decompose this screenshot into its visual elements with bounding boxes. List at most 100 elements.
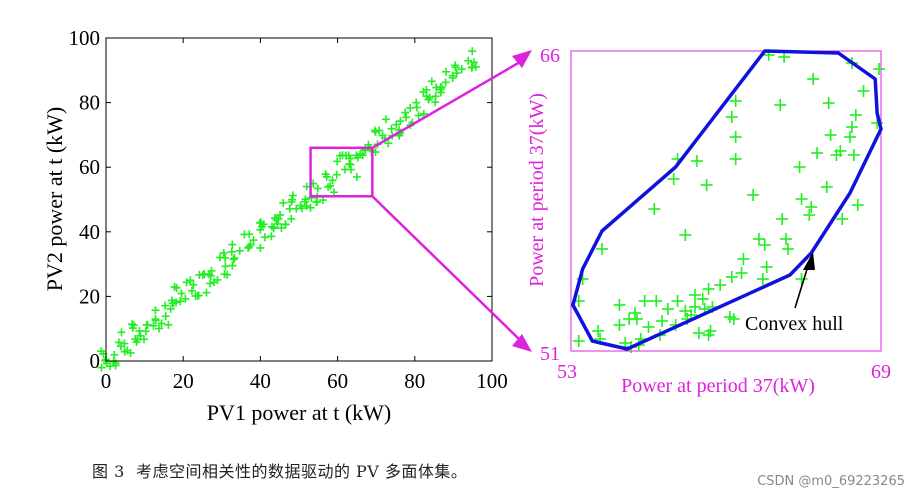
scatter-point — [725, 271, 738, 283]
scatter-point — [638, 295, 651, 307]
scatter-point — [132, 337, 141, 346]
scatter-point — [702, 283, 715, 295]
scatter-point — [281, 220, 290, 229]
left-scatter-points — [97, 47, 480, 372]
figure-caption: 图 3 考虑空间相关性的数据驱动的 PV 多面体集。 — [92, 462, 468, 481]
scatter-point — [845, 121, 858, 133]
scatter-point — [448, 71, 457, 80]
scatter-point — [690, 155, 703, 167]
scatter-point — [780, 233, 793, 245]
scatter-point — [795, 193, 808, 205]
scatter-point — [692, 327, 705, 339]
scatter-point — [177, 289, 186, 298]
scatter-point — [820, 181, 833, 193]
scatter-point — [333, 157, 342, 166]
scatter-point — [287, 214, 296, 223]
scatter-point — [302, 201, 311, 210]
scatter-point — [402, 113, 411, 122]
scatter-point — [245, 242, 254, 251]
scatter-point — [470, 58, 479, 67]
scatter-point — [431, 98, 440, 107]
x-tick-label: 80 — [404, 369, 425, 393]
scatter-point — [220, 270, 229, 279]
x-tick-label: 20 — [173, 369, 194, 393]
scatter-point — [774, 99, 787, 111]
scatter-point — [396, 117, 405, 126]
scatter-point — [117, 328, 126, 337]
scatter-point — [140, 335, 149, 344]
scatter-point — [830, 149, 843, 161]
scatter-point — [149, 321, 158, 330]
scatter-point — [378, 131, 387, 140]
scatter-point — [419, 87, 428, 96]
left-axis-ticks: 0 20 40 60 80 100 0 20 40 60 80 100 — [69, 26, 508, 393]
y-tick-label: 80 — [79, 91, 100, 115]
scatter-point — [276, 210, 285, 219]
scatter-point — [689, 301, 701, 313]
scatter-point — [273, 219, 282, 228]
scatter-point — [747, 189, 760, 201]
scatter-point — [451, 63, 460, 72]
scatter-point — [352, 172, 361, 181]
scatter-point — [457, 65, 466, 74]
scatter-point — [412, 103, 421, 112]
scatter-point — [671, 295, 684, 307]
scatter-point — [847, 149, 860, 161]
scatter-point — [221, 253, 230, 262]
x-tick-label: 0 — [101, 369, 112, 393]
scatter-point — [702, 329, 715, 341]
scatter-point — [142, 320, 151, 329]
scatter-point — [332, 170, 341, 179]
scatter-point — [414, 111, 423, 120]
scatter-point — [628, 307, 641, 319]
scatter-point — [700, 179, 713, 191]
scatter-point — [176, 297, 185, 306]
y-tick-label: 0 — [90, 349, 101, 373]
scatter-point — [836, 213, 849, 225]
scatter-point — [260, 233, 269, 242]
scatter-point — [202, 288, 211, 297]
scatter-point — [729, 153, 742, 165]
scatter-point — [213, 275, 222, 284]
right-plot: Convex hull 53 69 66 51 Power at period … — [526, 45, 891, 397]
scatter-point — [313, 197, 322, 206]
y-tick-label: 60 — [79, 155, 100, 179]
scatter-point — [425, 93, 434, 102]
x-tick-label: 100 — [476, 369, 508, 393]
scatter-point — [822, 97, 835, 109]
scatter-point — [269, 224, 278, 233]
scatter-point — [151, 316, 160, 325]
scatter-point — [187, 286, 196, 295]
scatter-point — [844, 131, 856, 143]
source-watermark: CSDN @m0_69223265 — [757, 474, 905, 489]
scatter-point — [427, 77, 436, 86]
scatter-point — [760, 261, 773, 273]
zoom-arrow-bottom — [512, 334, 532, 352]
scatter-point — [249, 236, 258, 245]
scatter-point — [267, 232, 276, 241]
scatter-point — [650, 295, 663, 307]
scatter-point — [387, 124, 396, 133]
scatter-point — [356, 149, 365, 158]
scatter-point — [679, 305, 692, 317]
scatter-point — [256, 243, 265, 252]
scatter-point — [656, 315, 669, 327]
scatter-point — [873, 63, 886, 75]
scatter-point — [824, 129, 837, 141]
scatter-point — [324, 183, 333, 192]
scatter-point — [129, 321, 138, 330]
scatter-point — [328, 176, 337, 185]
scatter-point — [193, 291, 202, 300]
scatter-point — [849, 109, 862, 121]
scatter-point — [756, 273, 769, 285]
zoom-connector-top — [371, 60, 521, 149]
scatter-point — [689, 289, 701, 301]
right-y-tick-max: 66 — [540, 45, 560, 67]
scatter-point — [696, 293, 709, 305]
scatter-point — [392, 120, 401, 129]
right-plot-frame — [570, 50, 882, 352]
scatter-point — [189, 280, 198, 289]
scatter-point — [161, 301, 170, 310]
scatter-point — [776, 213, 789, 225]
annotation-convex-hull: Convex hull — [745, 313, 844, 335]
